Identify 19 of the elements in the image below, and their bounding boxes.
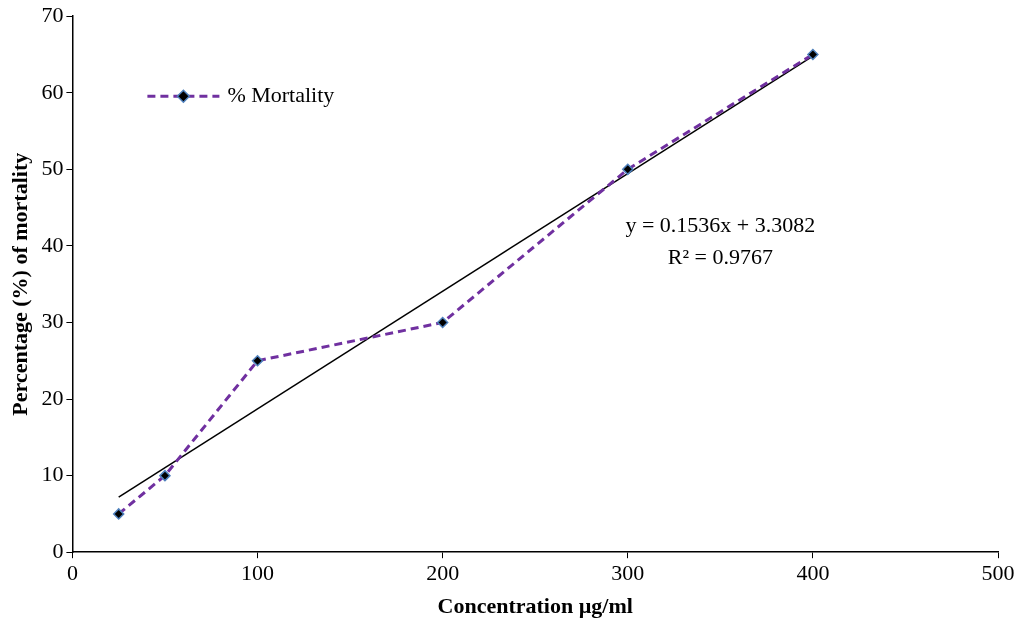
x-tick-label: 400 — [796, 560, 830, 586]
y-tick-label: 50 — [41, 155, 64, 181]
annotation: R² = 0.9767 — [667, 243, 773, 269]
x-tick-label: 500 — [981, 560, 1015, 586]
x-tick-label: 300 — [611, 560, 645, 586]
y-tick-label: 40 — [41, 231, 64, 257]
point — [807, 48, 819, 61]
y-tick-label: 70 — [41, 1, 64, 27]
y-tick-label: 20 — [41, 384, 64, 410]
x-axis-title: Concentration µg/ml — [437, 593, 633, 619]
y-axis-title: Percentage (%) of mortality — [6, 152, 32, 416]
legend-label: % Mortality — [227, 81, 335, 107]
x-tick-label: 200 — [426, 560, 460, 586]
annotation: y = 0.1536x + 3.3082 — [625, 211, 816, 237]
y-tick-label: 0 — [52, 537, 64, 563]
x-tick-label: 100 — [241, 560, 275, 586]
y-tick-label: 10 — [41, 461, 64, 487]
y-tick-label: 30 — [41, 308, 64, 334]
y-tick-label: 60 — [41, 78, 64, 104]
